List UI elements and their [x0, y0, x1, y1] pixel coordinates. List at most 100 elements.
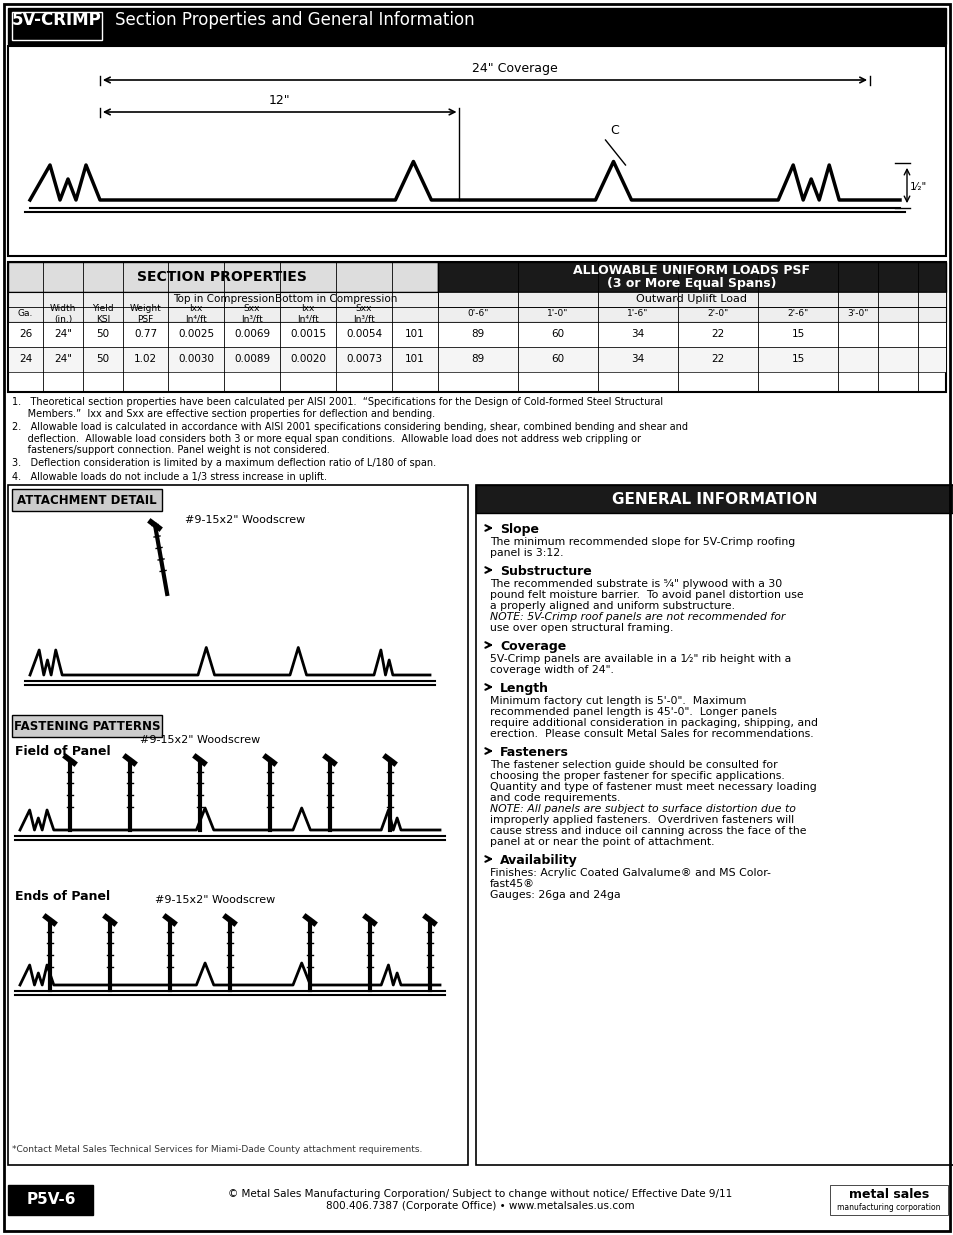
Text: SECTION PROPERTIES: SECTION PROPERTIES	[137, 270, 307, 284]
Text: fast45®: fast45®	[490, 879, 535, 889]
Text: Quantity and type of fastener must meet necessary loading: Quantity and type of fastener must meet …	[490, 782, 816, 792]
Text: NOTE: All panels are subject to surface distortion due to: NOTE: All panels are subject to surface …	[490, 804, 795, 814]
Text: #9-15x2" Woodscrew: #9-15x2" Woodscrew	[154, 895, 274, 905]
Bar	[8, 322, 945, 347]
Text: The minimum recommended slope for 5V-Crimp roofing: The minimum recommended slope for 5V-Cri…	[490, 537, 795, 547]
Text: ALLOWABLE UNIFORM LOADS PSF: ALLOWABLE UNIFORM LOADS PSF	[573, 264, 810, 278]
Text: The recommended substrate is ⁵⁄₄" plywood with a 30: The recommended substrate is ⁵⁄₄" plywoo…	[490, 579, 781, 589]
Text: 60: 60	[551, 354, 564, 364]
Text: 4.   Allowable loads do not include a 1/3 stress increase in uplift.: 4. Allowable loads do not include a 1/3 …	[12, 472, 327, 482]
Text: 15: 15	[791, 329, 803, 338]
Text: panel is 3:12.: panel is 3:12.	[490, 548, 563, 558]
Text: Fasteners: Fasteners	[499, 746, 568, 760]
Text: use over open structural framing.: use over open structural framing.	[490, 622, 673, 634]
Text: 2'-0": 2'-0"	[706, 310, 728, 319]
Text: 24" Coverage: 24" Coverage	[472, 62, 558, 75]
Text: Sxx
In³/ft: Sxx In³/ft	[353, 304, 375, 324]
Text: 2.   Allowable load is calculated in accordance with AISI 2001 specifications co: 2. Allowable load is calculated in accor…	[12, 422, 687, 456]
Text: 34: 34	[631, 329, 644, 338]
Text: Gauges: 26ga and 24ga: Gauges: 26ga and 24ga	[490, 890, 620, 900]
Text: #9-15x2" Woodscrew: #9-15x2" Woodscrew	[185, 515, 305, 525]
Text: 5V-Crimp panels are available in a 1⁄₂" rib height with a: 5V-Crimp panels are available in a 1⁄₂" …	[490, 655, 790, 664]
Text: #9-15x2" Woodscrew: #9-15x2" Woodscrew	[140, 735, 260, 745]
Text: 0.0073: 0.0073	[346, 354, 381, 364]
Text: Substructure: Substructure	[499, 564, 591, 578]
Text: Weight
PSF: Weight PSF	[130, 304, 161, 324]
Text: Ixx
In⁴/ft: Ixx In⁴/ft	[296, 304, 318, 324]
Text: 0.0015: 0.0015	[290, 329, 326, 338]
Text: 0.0089: 0.0089	[233, 354, 270, 364]
Text: 3'-0": 3'-0"	[846, 310, 868, 319]
Text: The fastener selection guide should be consulted for: The fastener selection guide should be c…	[490, 760, 777, 769]
Text: 2'-6": 2'-6"	[786, 310, 808, 319]
Text: Section Properties and General Information: Section Properties and General Informati…	[115, 11, 475, 28]
Text: 0.0025: 0.0025	[178, 329, 213, 338]
Text: Width
(in.): Width (in.)	[50, 304, 76, 324]
Text: 0.0020: 0.0020	[290, 354, 326, 364]
Text: 22: 22	[711, 354, 724, 364]
Text: 3.   Deflection consideration is limited by a maximum deflection ratio of L/180 : 3. Deflection consideration is limited b…	[12, 458, 436, 468]
Text: 89: 89	[471, 354, 484, 364]
Text: recommended panel length is 45'-0".  Longer panels: recommended panel length is 45'-0". Long…	[490, 706, 776, 718]
Text: erection.  Please consult Metal Sales for recommendations.: erection. Please consult Metal Sales for…	[490, 729, 813, 739]
Text: Length: Length	[499, 682, 548, 695]
Text: 1.   Theoretical section properties have been calculated per AISI 2001.  “Specif: 1. Theoretical section properties have b…	[12, 396, 662, 419]
Bar	[12, 489, 162, 511]
Bar	[12, 715, 162, 737]
Text: coverage width of 24".: coverage width of 24".	[490, 664, 613, 676]
Text: C: C	[610, 124, 618, 137]
Bar	[8, 46, 945, 256]
Text: (3 or More Equal Spans): (3 or More Equal Spans)	[607, 277, 776, 289]
Text: and code requirements.: and code requirements.	[490, 793, 619, 803]
Text: 24": 24"	[54, 329, 71, 338]
Text: a properly aligned and uniform substructure.: a properly aligned and uniform substruct…	[490, 601, 734, 611]
Text: Bottom in Compression: Bottom in Compression	[274, 294, 396, 304]
Text: 1.02: 1.02	[133, 354, 157, 364]
Text: Yield
KSI: Yield KSI	[92, 304, 113, 324]
Text: 24": 24"	[54, 354, 71, 364]
Bar	[8, 262, 945, 391]
Text: 0.0054: 0.0054	[346, 329, 381, 338]
Text: panel at or near the point of attachment.: panel at or near the point of attachment…	[490, 837, 714, 847]
Text: 34: 34	[631, 354, 644, 364]
Text: Top in Compression: Top in Compression	[173, 294, 274, 304]
Text: 89: 89	[471, 329, 484, 338]
Bar	[437, 262, 945, 291]
Text: Minimum factory cut length is 5'-0".  Maximum: Minimum factory cut length is 5'-0". Max…	[490, 697, 745, 706]
Bar	[8, 291, 945, 322]
Text: 101: 101	[405, 329, 424, 338]
Text: manufacturing corporation: manufacturing corporation	[837, 1203, 940, 1212]
Text: 15: 15	[791, 354, 803, 364]
Text: 12": 12"	[269, 94, 291, 107]
Text: Ga.: Ga.	[18, 310, 33, 319]
Bar	[12, 12, 102, 40]
Bar	[8, 485, 468, 1165]
Text: pound felt moisture barrier.  To avoid panel distortion use: pound felt moisture barrier. To avoid pa…	[490, 590, 802, 600]
Text: Outward Uplift Load: Outward Uplift Load	[636, 294, 747, 304]
Text: Field of Panel: Field of Panel	[15, 745, 111, 758]
Text: *Contact Metal Sales Technical Services for Miami-Dade County attachment require: *Contact Metal Sales Technical Services …	[12, 1145, 422, 1153]
Text: Ixx
In⁴/ft: Ixx In⁴/ft	[185, 304, 207, 324]
Text: Slope: Slope	[499, 522, 538, 536]
Bar	[8, 262, 437, 291]
Text: 24: 24	[19, 354, 32, 364]
Text: © Metal Sales Manufacturing Corporation/ Subject to change without notice/ Effec: © Metal Sales Manufacturing Corporation/…	[228, 1189, 731, 1210]
Text: 1'-6": 1'-6"	[627, 310, 648, 319]
Text: 0'-6": 0'-6"	[467, 310, 488, 319]
Text: 101: 101	[405, 354, 424, 364]
Text: Coverage: Coverage	[499, 640, 566, 653]
Bar	[8, 7, 945, 44]
Text: choosing the proper fastener for specific applications.: choosing the proper fastener for specifi…	[490, 771, 784, 781]
Text: 0.0069: 0.0069	[233, 329, 270, 338]
Text: Ends of Panel: Ends of Panel	[15, 890, 110, 903]
Text: Finishes: Acrylic Coated Galvalume® and MS Color-: Finishes: Acrylic Coated Galvalume® and …	[490, 868, 770, 878]
Text: P5V-6: P5V-6	[27, 1193, 75, 1208]
Bar	[437, 291, 945, 308]
Text: cause stress and induce oil canning across the face of the: cause stress and induce oil canning acro…	[490, 826, 805, 836]
Text: 0.0030: 0.0030	[178, 354, 213, 364]
Text: require additional consideration in packaging, shipping, and: require additional consideration in pack…	[490, 718, 817, 727]
Text: 5V-CRIMP: 5V-CRIMP	[12, 11, 102, 28]
Text: 50: 50	[96, 329, 110, 338]
Text: GENERAL INFORMATION: GENERAL INFORMATION	[612, 492, 817, 506]
Text: 1'-0": 1'-0"	[547, 310, 568, 319]
